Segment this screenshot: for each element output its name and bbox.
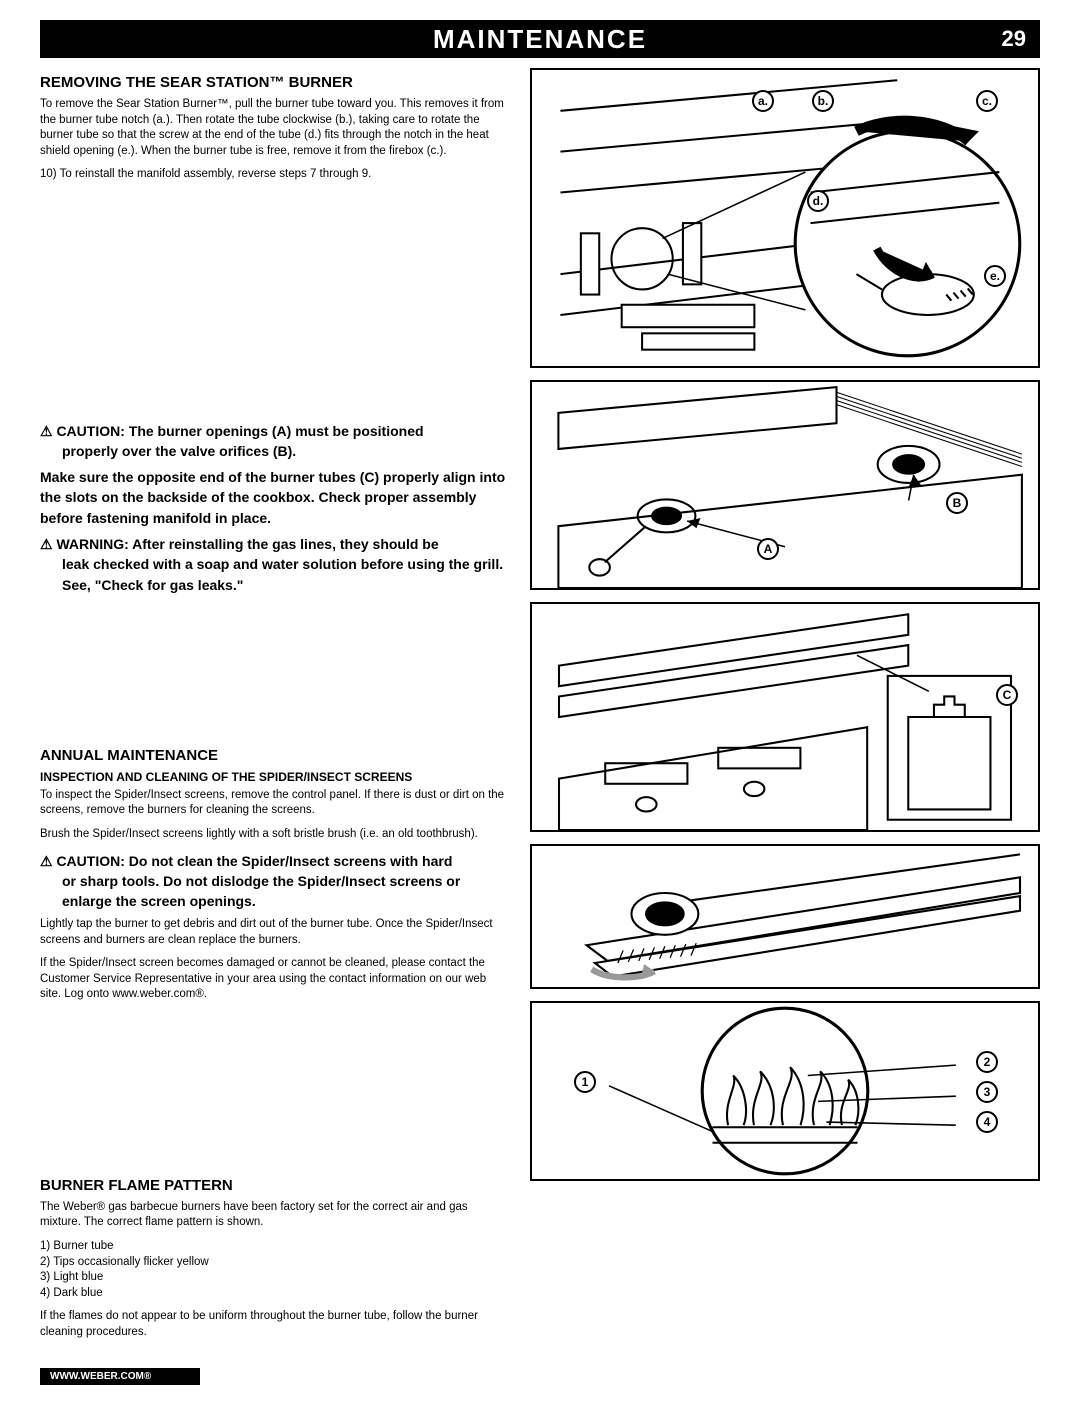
spacer bbox=[40, 1011, 510, 1171]
flame-para2: If the flames do not appear to be unifor… bbox=[40, 1309, 510, 1340]
spacer bbox=[40, 191, 510, 421]
flame-callout-2: 2 bbox=[976, 1051, 998, 1073]
burner-brush-svg bbox=[532, 846, 1038, 987]
annual-para4: If the Spider/Insect screen becomes dama… bbox=[40, 956, 510, 1003]
annual-subheading: INSPECTION AND CLEANING OF THE SPIDER/IN… bbox=[40, 770, 510, 784]
flame-callout-4: 4 bbox=[976, 1111, 998, 1133]
callout-a: a. bbox=[752, 90, 774, 112]
caution-align-para: Make sure the opposite end of the burner… bbox=[40, 467, 510, 528]
figure-burner-tube-brush bbox=[530, 844, 1040, 989]
flame-item-1: 1) Burner tube bbox=[40, 1239, 510, 1255]
page-title: MAINTENANCE bbox=[433, 24, 647, 55]
caution-burner-openings: ⚠ CAUTION: The burner openings (A) must … bbox=[40, 421, 510, 462]
removing-para1: To remove the Sear Station Burner™, pull… bbox=[40, 97, 510, 159]
callout-big-a: A bbox=[757, 538, 779, 560]
header-bar: MAINTENANCE 29 bbox=[40, 20, 1040, 58]
annual-para2: Brush the Spider/Insect screens lightly … bbox=[40, 827, 510, 843]
warn2: leak checked with a soap and water solut… bbox=[40, 554, 510, 595]
footer-url: WWW.WEBER.COM® bbox=[40, 1368, 200, 1385]
figure-cookbox-slots: C bbox=[530, 602, 1040, 832]
page-number: 29 bbox=[1002, 26, 1026, 52]
spacer bbox=[40, 601, 510, 741]
valve-orifice-svg bbox=[532, 382, 1038, 588]
callout-e: e. bbox=[984, 265, 1006, 287]
removing-heading: REMOVING THE SEAR STATION™ BURNER bbox=[40, 74, 510, 91]
flame-para1: The Weber® gas barbecue burners have bee… bbox=[40, 1200, 510, 1231]
flame-list: 1) Burner tube 2) Tips occasionally flic… bbox=[40, 1239, 510, 1301]
figure-valve-orifice: A B bbox=[530, 380, 1040, 590]
burner-removal-svg bbox=[532, 70, 1038, 366]
flame-callout-1: 1 bbox=[574, 1071, 596, 1093]
content-columns: REMOVING THE SEAR STATION™ BURNER To rem… bbox=[40, 68, 1040, 1348]
callout-big-b: B bbox=[946, 492, 968, 514]
callout-d: d. bbox=[807, 190, 829, 212]
figure-burner-removal: a. b. c. d. e. bbox=[530, 68, 1040, 368]
callout-big-c: C bbox=[996, 684, 1018, 706]
warn1: ⚠ WARNING: After reinstalling the gas li… bbox=[40, 536, 439, 552]
warning-leak-check: ⚠ WARNING: After reinstalling the gas li… bbox=[40, 534, 510, 595]
flame-pattern-svg bbox=[532, 1003, 1038, 1179]
caution-spider-screens: ⚠ CAUTION: Do not clean the Spider/Insec… bbox=[40, 851, 510, 912]
flame-item-4: 4) Dark blue bbox=[40, 1286, 510, 1302]
flame-callout-3: 3 bbox=[976, 1081, 998, 1103]
annual-caution1: ⚠ CAUTION: Do not clean the Spider/Insec… bbox=[40, 853, 452, 869]
caution1-line1: ⚠ CAUTION: The burner openings (A) must … bbox=[40, 423, 424, 439]
caution1-line2: properly over the valve orifices (B). bbox=[40, 441, 510, 461]
figure-flame-pattern: 1 2 3 4 bbox=[530, 1001, 1040, 1181]
annual-para1: To inspect the Spider/Insect screens, re… bbox=[40, 788, 510, 819]
left-column: REMOVING THE SEAR STATION™ BURNER To rem… bbox=[40, 68, 510, 1348]
callout-b: b. bbox=[812, 90, 834, 112]
flame-item-3: 3) Light blue bbox=[40, 1270, 510, 1286]
right-column: a. b. c. d. e. bbox=[530, 68, 1040, 1348]
annual-para3: Lightly tap the burner to get debris and… bbox=[40, 917, 510, 948]
annual-heading: ANNUAL MAINTENANCE bbox=[40, 747, 510, 764]
flame-item-2: 2) Tips occasionally flicker yellow bbox=[40, 1255, 510, 1271]
cookbox-slots-svg bbox=[532, 604, 1038, 830]
annual-caution2: or sharp tools. Do not dislodge the Spid… bbox=[40, 871, 510, 912]
flame-heading: BURNER FLAME PATTERN bbox=[40, 1177, 510, 1194]
callout-c: c. bbox=[976, 90, 998, 112]
removing-step10: 10) To reinstall the manifold assembly, … bbox=[40, 167, 510, 183]
